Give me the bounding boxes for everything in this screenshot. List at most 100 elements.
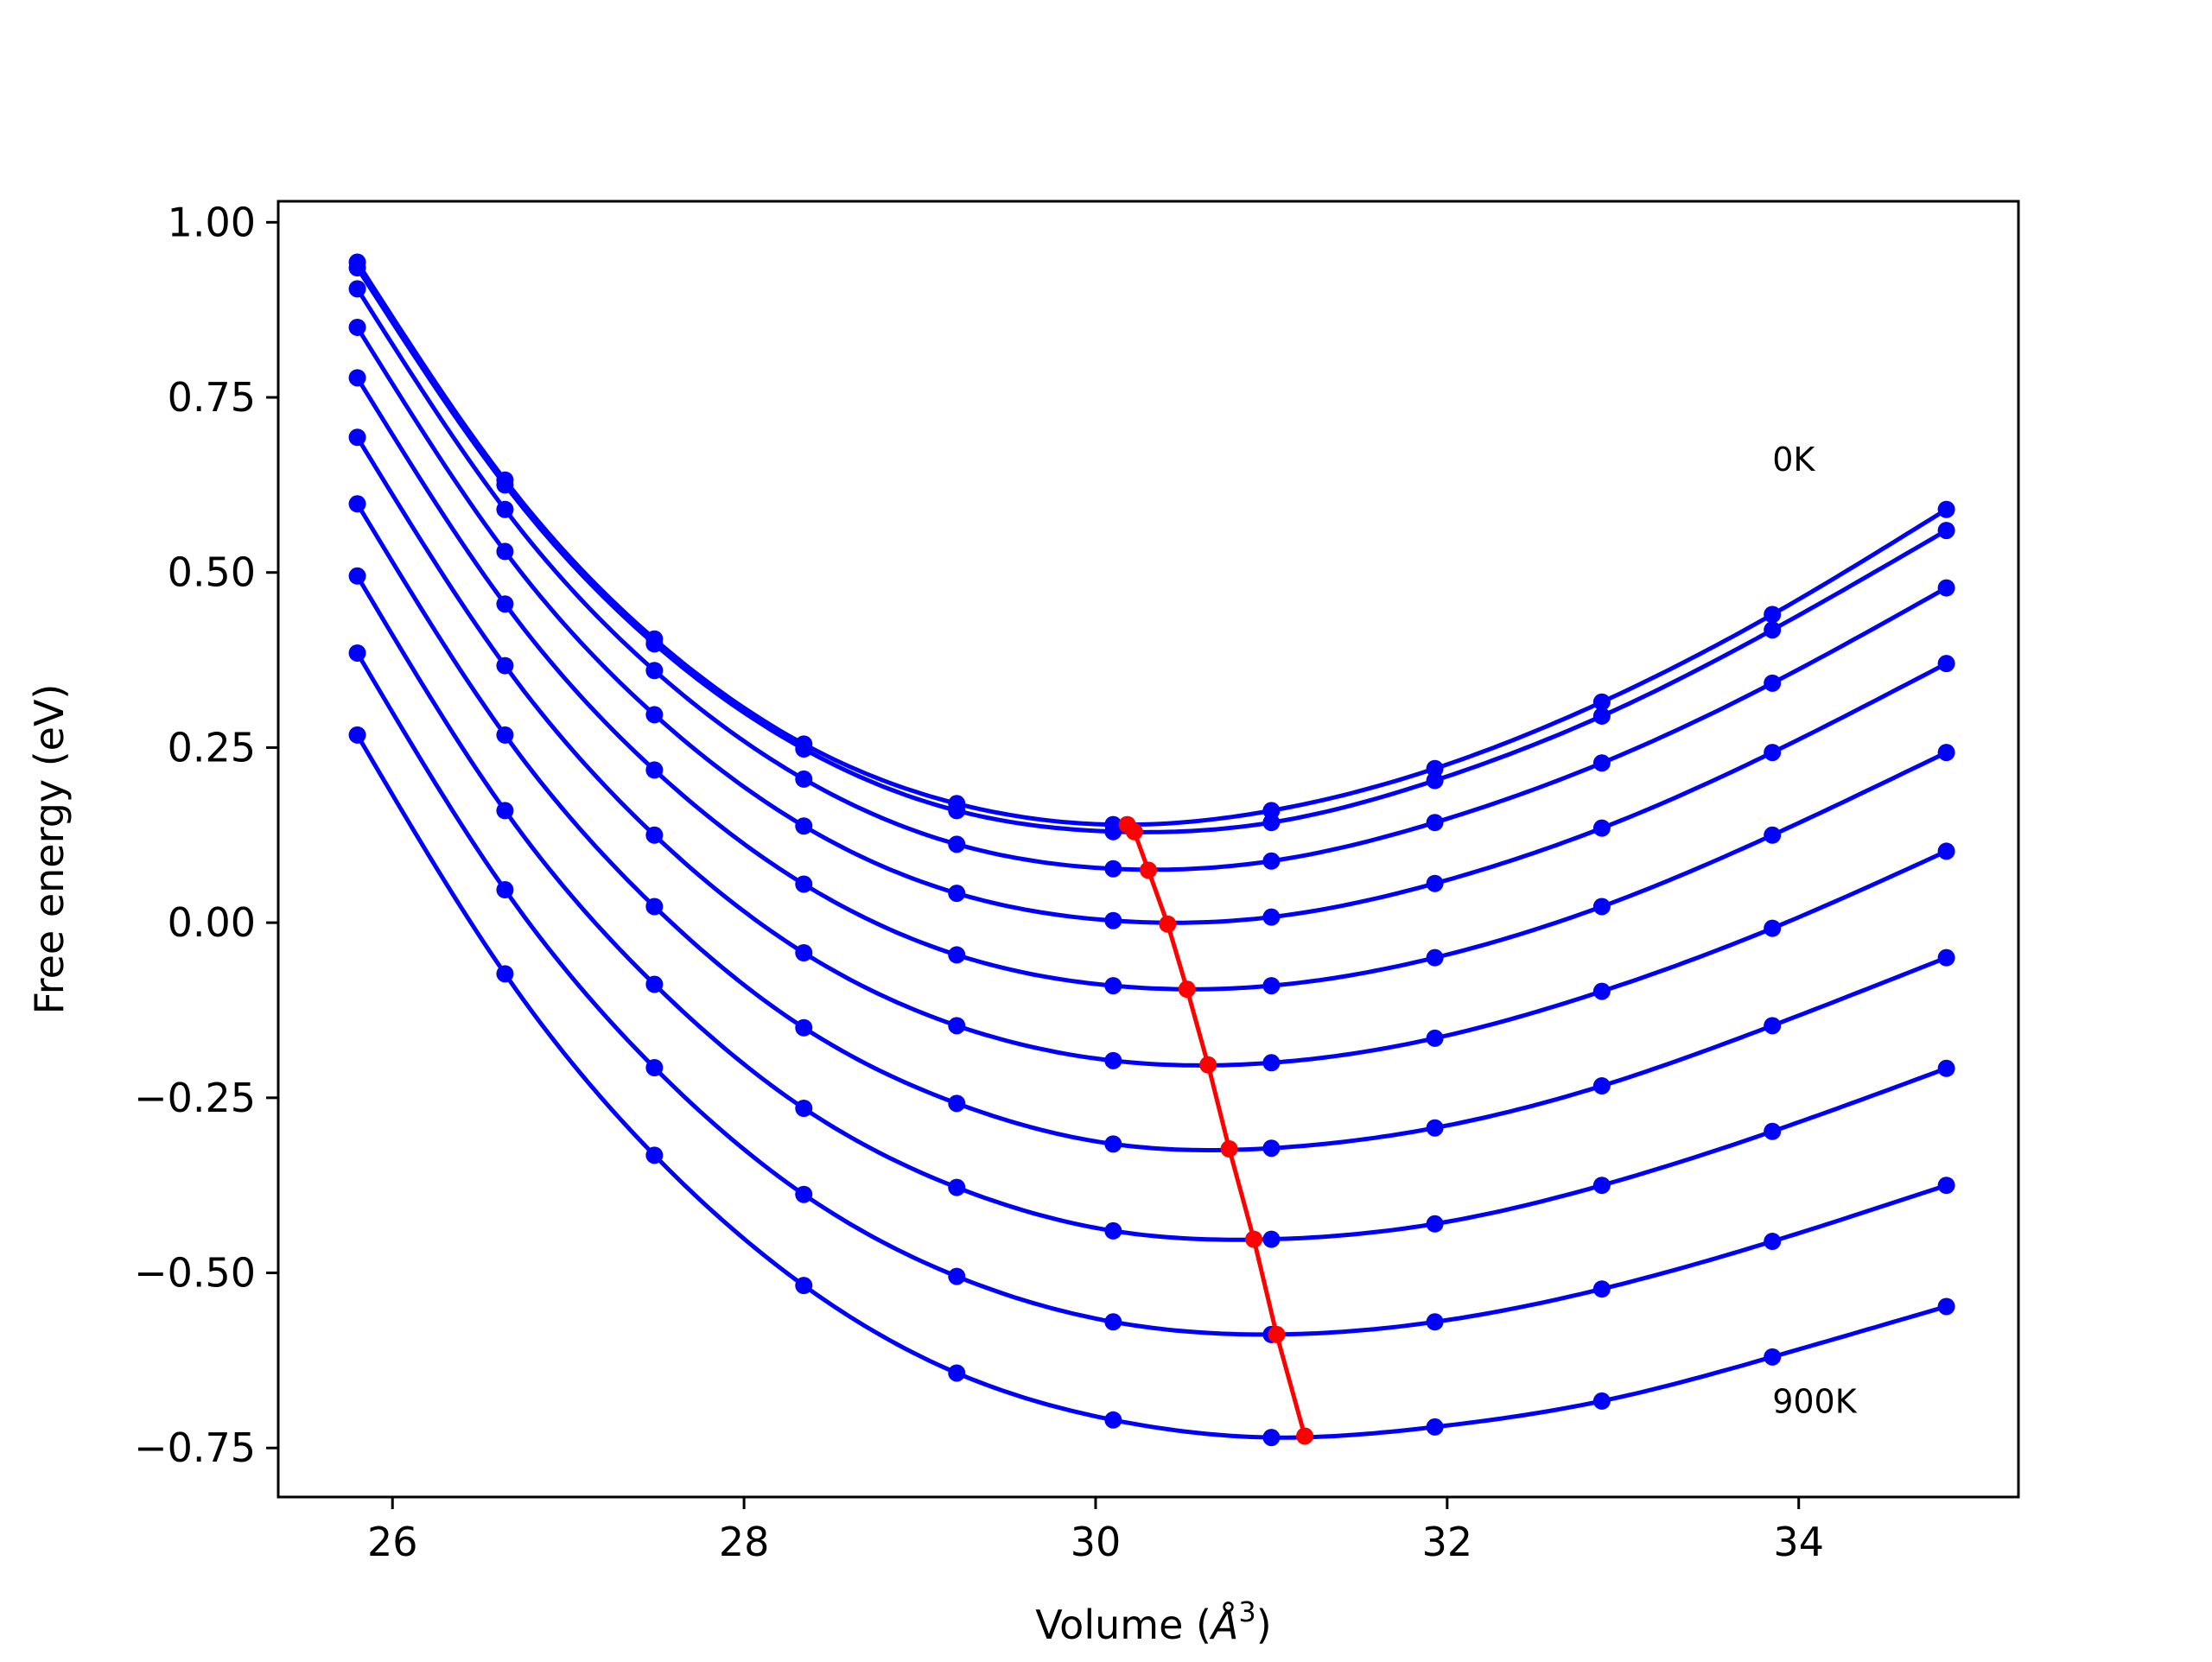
series-1 [348,259,1955,841]
series-point [496,802,514,820]
series-point [1937,1297,1955,1316]
series-point [795,817,813,835]
y-axis-label: Free energy (eV) [26,684,73,1015]
series-point [496,965,514,983]
y-tick-label: 0.75 [168,374,256,421]
minimum-line [1125,822,1307,1437]
series-point [1104,822,1122,841]
x-axis-label: Volume (Å3) [1035,1595,1271,1648]
series-8 [348,644,1955,1343]
series-point [1426,1313,1444,1331]
minimum-point [1159,915,1177,933]
series-9 [348,726,1955,1447]
series-point [948,802,966,820]
series-point [348,644,366,662]
series-point [496,500,514,518]
series-point [1104,1051,1122,1069]
series-line [355,503,1948,1152]
series-point [1592,693,1611,711]
minimum-point [1268,1325,1286,1343]
series-line [355,376,1948,992]
series-point [1937,579,1955,597]
x-tick-label: 26 [367,1519,418,1565]
series-point [496,881,514,899]
x-axis-label-superscript: 3 [1238,1595,1255,1628]
series-point [1592,819,1611,837]
series-point [1104,1221,1122,1240]
series-point [1937,500,1955,518]
series-point [1937,1059,1955,1077]
series-point [1262,977,1281,995]
series-point [1592,1280,1611,1298]
series-point [645,706,664,724]
series-point [1592,1177,1611,1195]
y-tick-label: 0.00 [168,899,256,946]
series-0 [348,253,1955,834]
series-3 [348,318,1955,929]
series-point [948,1017,966,1035]
series-5 [348,428,1955,1072]
series-point [1104,911,1122,929]
series-point [348,567,366,585]
minimum-point [1245,1230,1263,1248]
y-tick-label: 1.00 [168,199,256,245]
series-point [1764,1122,1782,1140]
series-point [795,1185,813,1203]
series-point [348,726,366,744]
y-axis: 1.00 0.75 0.50 0.25 0.00 −0.25 −0.50 −0.75 [134,199,278,1471]
series-point [948,1094,966,1113]
series-point [1937,744,1955,762]
x-tick-label: 32 [1422,1519,1473,1565]
series-point [1262,852,1281,870]
series-line [355,326,1948,925]
series-point [1262,814,1281,832]
series-point [1764,1233,1782,1251]
minimum-point [1125,822,1143,841]
plot-layer [348,253,1955,1447]
y-tick-label: −0.75 [134,1424,256,1471]
series-point [1592,1392,1611,1410]
series-point [1764,826,1782,844]
x-axis: 26 28 30 32 34 [367,1497,1824,1565]
minimum-curve [1118,815,1314,1445]
series-point [1764,919,1782,937]
series-point [348,369,366,387]
series-point [645,761,664,779]
series-point [795,740,813,758]
series-point [1262,1054,1281,1072]
series-point [1426,948,1444,967]
series-point [1592,1077,1611,1095]
series-point [1592,754,1611,772]
series-point [496,476,514,494]
series-point [948,1178,966,1196]
series-point [1104,860,1122,878]
series-point [1764,1017,1782,1035]
series-point [1262,802,1281,820]
series-point [795,875,813,893]
series-point [948,835,966,853]
series-point [948,1267,966,1285]
series-point [948,885,966,903]
series-point [1262,1139,1281,1158]
series-point [948,946,966,964]
series-point [645,898,664,916]
series-point [348,280,366,298]
x-axis-label-text: Volume ( [1035,1602,1211,1648]
minimum-point [1296,1427,1314,1445]
series-7 [348,567,1955,1248]
minimum-point [1199,1056,1217,1074]
series-point [1426,759,1444,777]
series-point [645,1058,664,1076]
annotation-label: 900K [1772,1383,1858,1421]
series-point [1937,522,1955,540]
series-line [355,266,1948,834]
series-point [1592,898,1611,916]
series-point [1937,842,1955,860]
series-point [1764,744,1782,762]
series-point [348,318,366,336]
series-point [1426,1119,1444,1137]
series-point [795,770,813,788]
series-point [645,826,664,844]
series-point [645,662,664,680]
